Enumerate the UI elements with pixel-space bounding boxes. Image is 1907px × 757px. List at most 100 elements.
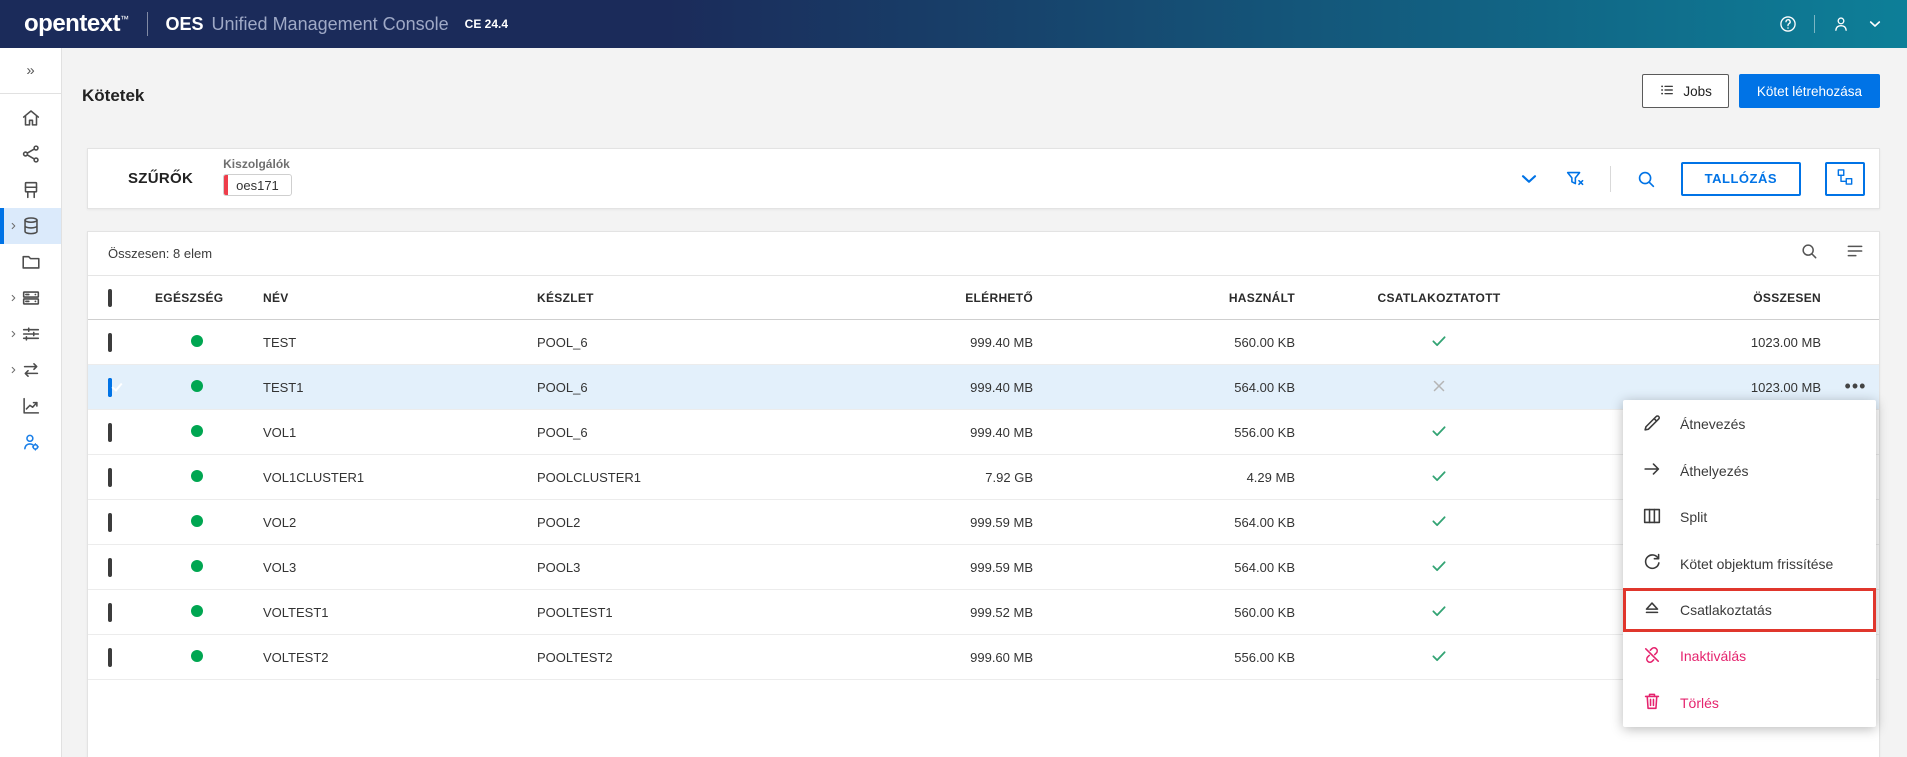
- table-row[interactable]: VOL3 POOL3 999.59 MB 564.00 KB: [88, 545, 1879, 590]
- pool-name: POOL3: [537, 559, 581, 575]
- select-all-checkbox[interactable]: [108, 288, 112, 307]
- sidebar-item-share[interactable]: [0, 136, 61, 172]
- filter-group: Kiszolgálók oes171: [223, 157, 292, 200]
- context-menu-item-csatlakoztat-s[interactable]: Csatlakoztatás: [1623, 587, 1876, 632]
- tree-view-button[interactable]: [1825, 161, 1865, 196]
- search-icon[interactable]: [1635, 168, 1657, 190]
- page-title: Kötetek: [82, 86, 145, 105]
- row-checkbox[interactable]: [108, 332, 112, 352]
- available-value: 999.40 MB: [970, 334, 1033, 350]
- trash-icon: [1641, 690, 1663, 715]
- table-body: TEST POOL_6 999.40 MB 560.00 KB 1023.00 MB TE…: [88, 320, 1879, 680]
- row-checkbox[interactable]: [108, 602, 112, 622]
- browse-button[interactable]: TALLÓZÁS: [1680, 161, 1801, 196]
- column-header-total[interactable]: ÖSSZESEN: [1753, 290, 1821, 305]
- available-value: 999.52 MB: [970, 604, 1033, 620]
- topbar-divider: [146, 12, 148, 36]
- table-row[interactable]: VOL2 POOL2 999.59 MB 564.00 KB: [88, 500, 1879, 545]
- column-header-name[interactable]: NÉV: [263, 290, 289, 305]
- pool-name: POOL2: [537, 514, 581, 530]
- available-value: 999.59 MB: [970, 514, 1033, 530]
- health-status-icon: [191, 559, 203, 572]
- filter-group-label: Kiszolgálók: [223, 157, 290, 171]
- volume-name: VOL3: [263, 559, 297, 575]
- folder-icon: [20, 251, 42, 273]
- topbar-divider-2: [1814, 15, 1815, 33]
- volume-name: TEST: [263, 334, 297, 350]
- row-checkbox[interactable]: [108, 647, 112, 667]
- table-row[interactable]: VOLTEST2 POOLTEST2 999.60 MB 556.00 KB: [88, 635, 1879, 680]
- jobs-button[interactable]: Jobs: [1642, 74, 1729, 108]
- volume-name: TEST1: [263, 379, 304, 395]
- sidebar-item-home[interactable]: [0, 100, 61, 136]
- filter-bar: SZŰRŐK Kiszolgálók oes171 TA: [87, 148, 1880, 209]
- context-menu-item-t-rl-s[interactable]: Törlés: [1623, 681, 1876, 725]
- table-search-icon[interactable]: [1799, 241, 1819, 266]
- server-filter-chip[interactable]: oes171: [223, 174, 292, 196]
- context-menu-item--tnevez-s[interactable]: Átnevezés: [1623, 402, 1876, 446]
- table-row[interactable]: VOLTEST1 POOLTEST1 999.52 MB 560.00 KB: [88, 590, 1879, 635]
- table-row[interactable]: VOL1 POOL_6 999.40 MB 556.00 KB: [88, 410, 1879, 455]
- filter-actions: TALLÓZÁS: [1518, 161, 1879, 196]
- more-actions-icon[interactable]: •••: [1844, 375, 1867, 396]
- available-value: 999.60 MB: [970, 649, 1033, 665]
- refresh-icon: [1641, 551, 1663, 576]
- pool-name: POOL_6: [537, 424, 588, 440]
- mounted-check-icon: [1339, 557, 1594, 578]
- context-menu-label: Áthelyezés: [1680, 462, 1749, 479]
- filters-label: SZŰRŐK: [128, 170, 194, 187]
- row-checkbox[interactable]: [108, 377, 112, 397]
- collapse-filters-chevron-down-icon[interactable]: [1518, 168, 1540, 190]
- pool-name: POOLTEST2: [537, 649, 613, 665]
- used-value: 564.00 KB: [1234, 379, 1295, 395]
- volume-name: VOLTEST1: [263, 604, 329, 620]
- column-header-pool[interactable]: KÉSZLET: [537, 290, 594, 305]
- create-volume-button[interactable]: Kötet létrehozása: [1738, 74, 1880, 108]
- pool-name: POOLTEST1: [537, 604, 613, 620]
- sidebar-item-servers[interactable]: [0, 172, 61, 208]
- column-header-used[interactable]: HASZNÁLT: [1228, 290, 1295, 305]
- user-gear-icon: [20, 431, 42, 453]
- sidebar-item-users[interactable]: [0, 424, 61, 460]
- total-value: 1023.00 MB: [1750, 379, 1821, 395]
- sidebar-item-storage[interactable]: [0, 208, 61, 244]
- sidebar-item-reports[interactable]: [0, 388, 61, 424]
- table-row[interactable]: TEST1 POOL_6 999.40 MB 564.00 KB 1023.00 MB •…: [88, 365, 1879, 410]
- row-checkbox[interactable]: [108, 422, 112, 442]
- volume-name: VOL2: [263, 514, 297, 530]
- column-header-available[interactable]: ELÉRHETŐ: [965, 290, 1033, 305]
- sidebar-item-settings[interactable]: [0, 316, 61, 352]
- row-checkbox[interactable]: [108, 512, 112, 532]
- mounted-check-icon: [1339, 647, 1594, 668]
- context-menu-item-inaktiv-l-s[interactable]: Inaktiválás: [1623, 634, 1876, 678]
- sidebar-item-files[interactable]: [0, 244, 61, 280]
- row-checkbox[interactable]: [108, 557, 112, 577]
- filter-clear-icon[interactable]: [1564, 168, 1586, 190]
- chevron-right-icon: [9, 222, 18, 231]
- table-row[interactable]: TEST POOL_6 999.40 MB 560.00 KB 1023.00 MB: [88, 320, 1879, 365]
- table-toolbar: Összesen: 8 elem: [88, 232, 1879, 276]
- context-menu-item--thelyez-s[interactable]: Áthelyezés: [1623, 449, 1876, 493]
- context-menu-item-k-tet-objektum-friss-t-se[interactable]: Kötet objektum frissítése: [1623, 542, 1876, 586]
- product-suffix: Unified Management Console: [211, 13, 449, 34]
- table-row[interactable]: VOL1CLUSTER1 POOLCLUSTER1 7.92 GB 4.29 MB: [88, 455, 1879, 500]
- context-menu-label: Split: [1680, 509, 1708, 526]
- sidebar-expand-button[interactable]: »: [0, 48, 61, 94]
- product-name: OES: [165, 13, 204, 34]
- volumes-table: Összesen: 8 elem EGÉSZSÉG NÉV KÉSZLET EL…: [87, 231, 1880, 757]
- column-header-health[interactable]: EGÉSZSÉG: [155, 290, 224, 305]
- user-icon[interactable]: [1831, 14, 1851, 34]
- chevron-down-icon[interactable]: [1867, 16, 1883, 32]
- sidebar-item-migration[interactable]: [0, 352, 61, 388]
- sidebar-nav: [0, 94, 61, 460]
- volume-name: VOL1CLUSTER1: [263, 469, 365, 485]
- sidebar-item-cluster[interactable]: [0, 280, 61, 316]
- mounted-check-icon: [1339, 467, 1594, 488]
- view-options-icon[interactable]: [1845, 241, 1865, 266]
- column-header-mounted[interactable]: CSATLAKOZTATOTT: [1377, 290, 1501, 305]
- table-summary: Összesen: 8 elem: [108, 246, 213, 261]
- row-checkbox[interactable]: [108, 467, 112, 487]
- help-icon[interactable]: [1778, 14, 1798, 34]
- used-value: 4.29 MB: [1246, 469, 1295, 485]
- context-menu-item-split[interactable]: Split: [1623, 495, 1876, 539]
